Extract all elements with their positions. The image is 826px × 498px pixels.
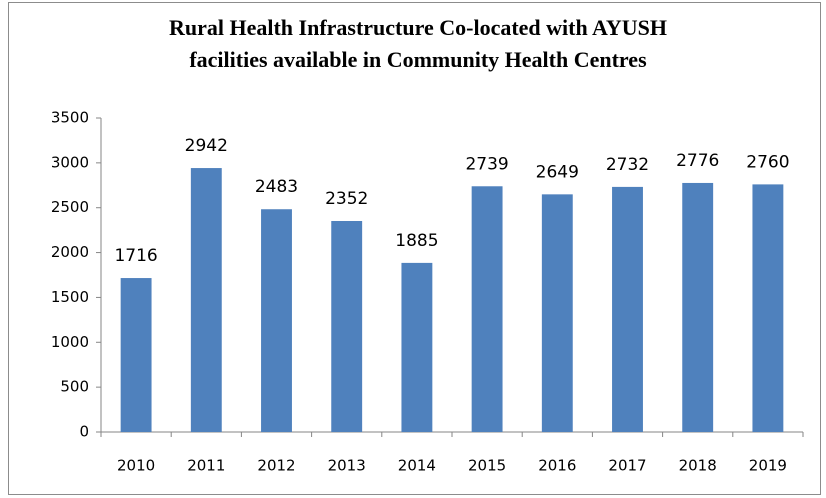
bar (120, 278, 152, 432)
x-tick-label: 2012 (257, 457, 295, 475)
bar (541, 194, 573, 432)
x-tick-label: 2019 (749, 457, 787, 475)
x-tick-label: 2013 (328, 457, 366, 475)
y-tick-label: 3500 (51, 109, 89, 127)
bar (190, 168, 222, 432)
x-tick-label: 2014 (398, 457, 436, 475)
data-label: 2760 (746, 152, 789, 172)
y-tick-label: 2500 (51, 198, 89, 216)
chart-title: facilities available in Community Health… (189, 47, 647, 72)
y-tick-label: 500 (60, 378, 89, 396)
bar (612, 186, 643, 432)
x-tick-label: 2016 (538, 457, 576, 475)
bar (752, 184, 784, 432)
data-label: 2352 (325, 189, 368, 209)
data-label: 2942 (185, 136, 228, 156)
data-label: 2776 (676, 151, 719, 171)
y-tick-label: 2000 (51, 243, 89, 261)
data-label: 2649 (536, 162, 579, 182)
x-tick-label: 2011 (187, 457, 225, 475)
y-tick-label: 0 (79, 423, 89, 441)
data-label: 1716 (114, 246, 157, 266)
data-label: 2483 (255, 177, 298, 197)
data-label: 1885 (395, 231, 438, 251)
y-tick-label: 1500 (51, 288, 89, 306)
bar (261, 209, 292, 432)
x-tick-label: 2010 (117, 457, 155, 475)
x-tick-label: 2015 (468, 457, 506, 475)
bar (471, 186, 503, 432)
bar (331, 220, 363, 432)
data-label: 2732 (606, 155, 649, 175)
x-tick-label: 2017 (608, 457, 646, 475)
y-tick-label: 1000 (51, 333, 89, 351)
data-label: 2739 (465, 154, 508, 174)
bar (401, 262, 433, 432)
bar (682, 182, 714, 432)
x-tick-label: 2018 (679, 457, 717, 475)
y-tick-label: 3000 (51, 153, 89, 171)
chart-title: Rural Health Infrastructure Co-located w… (169, 15, 667, 40)
